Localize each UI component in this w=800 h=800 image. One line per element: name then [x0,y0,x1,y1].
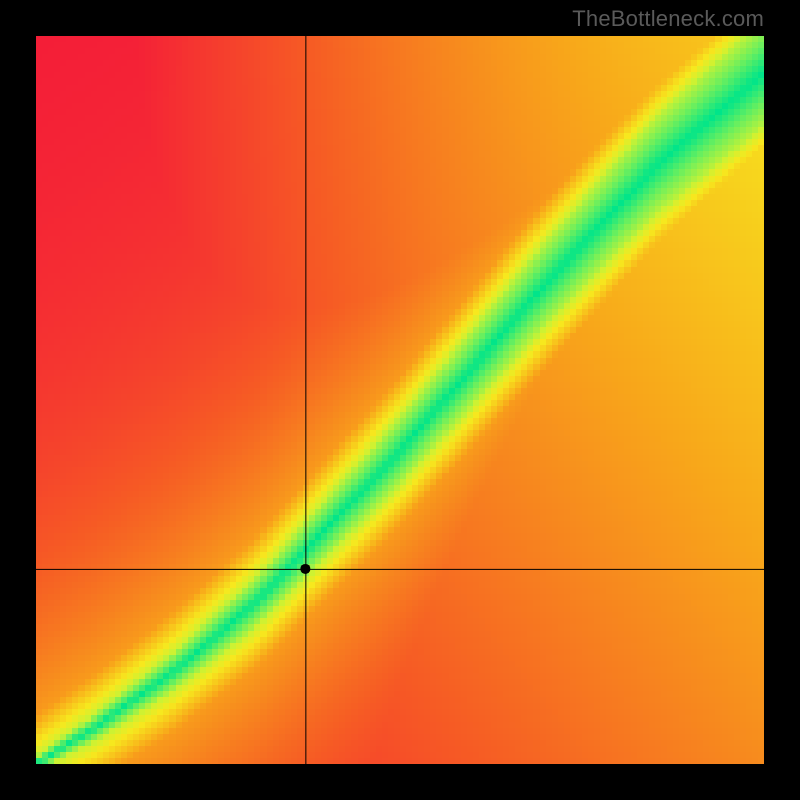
figure-root: TheBottleneck.com [0,0,800,800]
watermark-text: TheBottleneck.com [572,6,764,32]
heatmap-canvas [36,36,764,764]
plot-area [36,36,764,764]
